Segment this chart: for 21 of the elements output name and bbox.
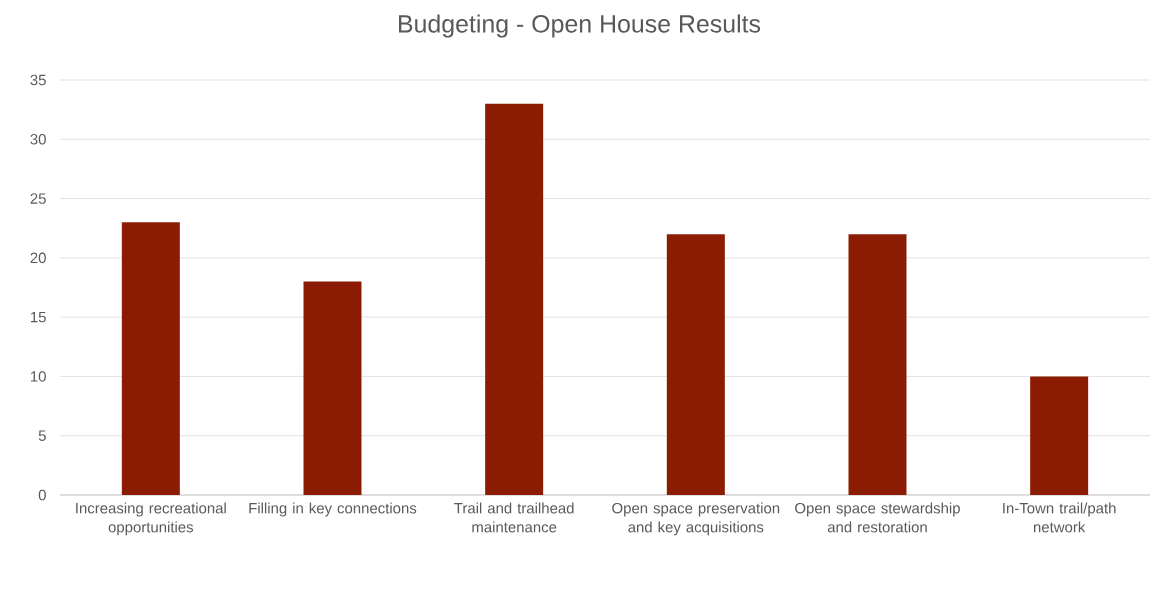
chart-title: Budgeting - Open House Results xyxy=(398,14,761,38)
bar xyxy=(1030,376,1089,495)
bar xyxy=(303,281,362,495)
y-tick-label: 25 xyxy=(30,193,46,204)
y-tick-label: 0 xyxy=(38,489,46,501)
x-tick-label: Open space preservation and key acquisitions xyxy=(612,502,780,536)
y-tick-label: 15 xyxy=(31,311,46,323)
x-tick-label: Filling in key connections xyxy=(249,502,417,517)
bar xyxy=(848,234,907,495)
y-tick-label: 10 xyxy=(31,371,46,382)
y-tick-label: 30 xyxy=(30,133,46,145)
x-tick-label: Open space stewardship and restoration xyxy=(795,502,960,533)
bar xyxy=(485,103,544,495)
x-tick-label: Trail and trailhead maintenance xyxy=(454,502,574,533)
x-tick-label: In-Town trail/path network xyxy=(1003,502,1116,533)
x-tick-label: Increasing recreational opportunities xyxy=(76,502,226,536)
y-tick-label: 5 xyxy=(38,430,46,441)
bar xyxy=(666,234,725,495)
y-tick-label: 20 xyxy=(30,252,46,264)
y-tick-label: 35 xyxy=(30,74,46,86)
bar xyxy=(121,222,180,495)
